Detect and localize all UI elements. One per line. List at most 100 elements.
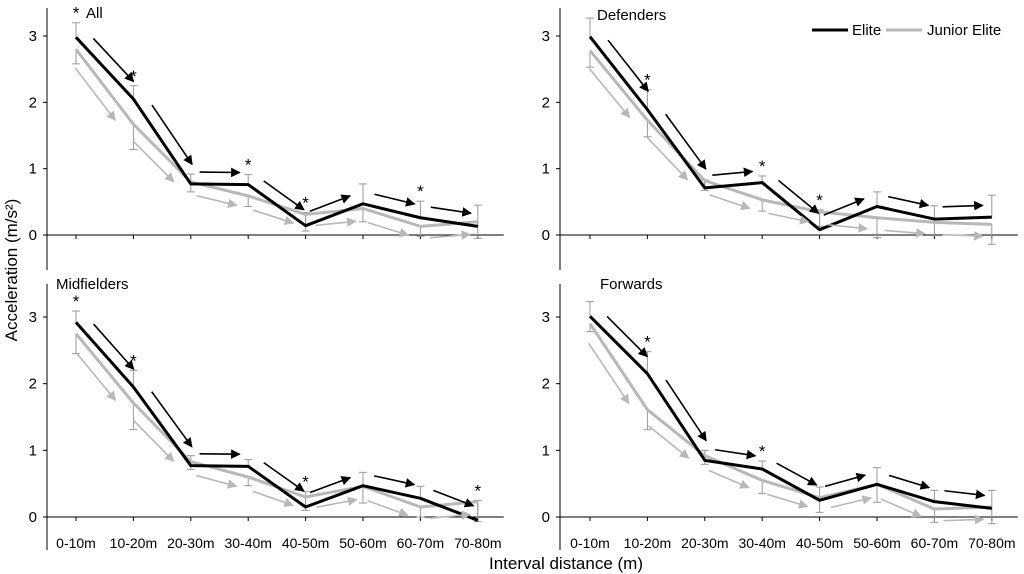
error-bar [930,489,939,502]
significance-star: * [73,4,80,23]
arrow-junior-elite [826,223,869,233]
panel-title: Midfielders [56,276,129,293]
error-bar [643,409,652,431]
error-bar [129,85,138,100]
arrow-junior-elite [132,140,175,183]
arrow-elite [665,113,707,170]
panel-title: Forwards [600,276,663,293]
arrow-junior-elite [252,490,294,508]
panel-defenders: Defenders 0 1 2 3 * * * [542,7,1018,270]
significance-star: * [302,473,309,492]
error-bar [586,17,594,37]
error-bar [930,205,939,220]
x-tick-label: 60-70m [911,535,958,551]
significance-star: * [417,182,424,201]
arrow-junior-elite [768,212,810,225]
arrow-junior-elite [315,217,357,227]
y-tick-label: 0 [29,509,37,526]
panel-title: Defenders [597,7,666,24]
error-bar [643,120,652,138]
arrow-elite [430,206,472,217]
error-bar [473,221,482,239]
series-line-elite [588,315,992,510]
significance-star: * [73,292,80,311]
x-tick-label: 70-80m [454,535,501,551]
series-line-junior-elite [588,322,992,511]
series-line-elite [588,35,992,232]
arrow-elite [776,462,818,486]
error-bar [244,174,253,185]
x-axis-title: Interval distance (m) [489,554,643,573]
arrow-elite [263,180,305,211]
error-bar [758,199,767,212]
panel-midfielders: Midfielders 0 1 2 3 0-10m 10-20m 20-30m 30-40m 4… [29,276,504,551]
error-bar [758,480,767,495]
arrow-junior-elite [943,514,985,525]
y-tick-label: 1 [29,161,37,178]
arrow-elite [309,194,352,212]
legend: Elite Junior Elite [812,22,1001,39]
arrow-junior-elite [588,68,631,119]
y-tick-label: 3 [29,309,37,326]
significance-star: * [816,191,823,210]
arrow-junior-elite [880,498,922,518]
arrow-elite [92,37,135,83]
x-tick-label: 40-50m [282,535,329,551]
panel-title: All [86,5,103,22]
x-tick-label: 10-20m [110,535,157,551]
arrow-elite [309,476,352,494]
arrow-junior-elite [252,209,295,225]
y-tick-label: 1 [542,442,550,459]
arrow-elite [433,489,475,508]
x-tick-label: 60-70m [397,535,444,551]
y-tick-label: 2 [29,376,37,393]
significance-star: * [302,193,309,212]
error-bar [930,222,939,237]
error-bar [873,484,881,503]
arrow-junior-elite [74,351,117,401]
arrow-junior-elite [316,496,358,508]
legend-label-elite: Elite [852,22,881,39]
arrow-junior-elite [367,499,409,517]
error-bar [359,471,367,486]
error-bar [873,217,881,239]
significance-star: * [644,333,651,352]
arrow-elite [151,391,193,448]
error-bar [987,194,996,218]
arrow-junior-elite [132,419,175,462]
arrow-junior-elite [884,228,926,238]
panel-all: All 0 1 2 3 * * * * * [29,4,504,270]
x-tick-label: 30-40m [738,535,785,551]
arrow-junior-elite [196,474,238,489]
error-bar [586,50,594,68]
significance-star: * [644,71,651,90]
y-axis-title: Acceleration (m/s²) [2,199,21,342]
x-tick-label: 50-60m [853,535,900,551]
arrow-junior-elite [709,194,751,211]
error-bar [987,224,996,245]
arrow-junior-elite [942,230,984,241]
x-tick-label: 0-10m [56,535,96,551]
error-bar [244,195,253,207]
x-tick-label: 40-50m [796,535,843,551]
arrow-junior-elite [767,493,809,509]
x-tick-label: 0-10m [570,535,610,551]
error-bar [416,200,425,218]
arrow-junior-elite [646,137,689,181]
significance-star: * [759,157,766,176]
arrow-elite [374,475,416,488]
error-bar [72,22,80,38]
y-tick-label: 1 [542,161,550,178]
error-bar [129,124,138,150]
error-bar [359,183,367,204]
y-tick-label: 3 [29,28,37,45]
error-bar [473,501,482,523]
arrow-junior-elite [429,230,472,240]
arrow-junior-elite [708,469,750,489]
error-bar [301,214,310,232]
arrow-elite [665,379,707,442]
error-bar [359,486,367,504]
arrow-elite [888,195,930,209]
significance-star: * [130,67,137,86]
